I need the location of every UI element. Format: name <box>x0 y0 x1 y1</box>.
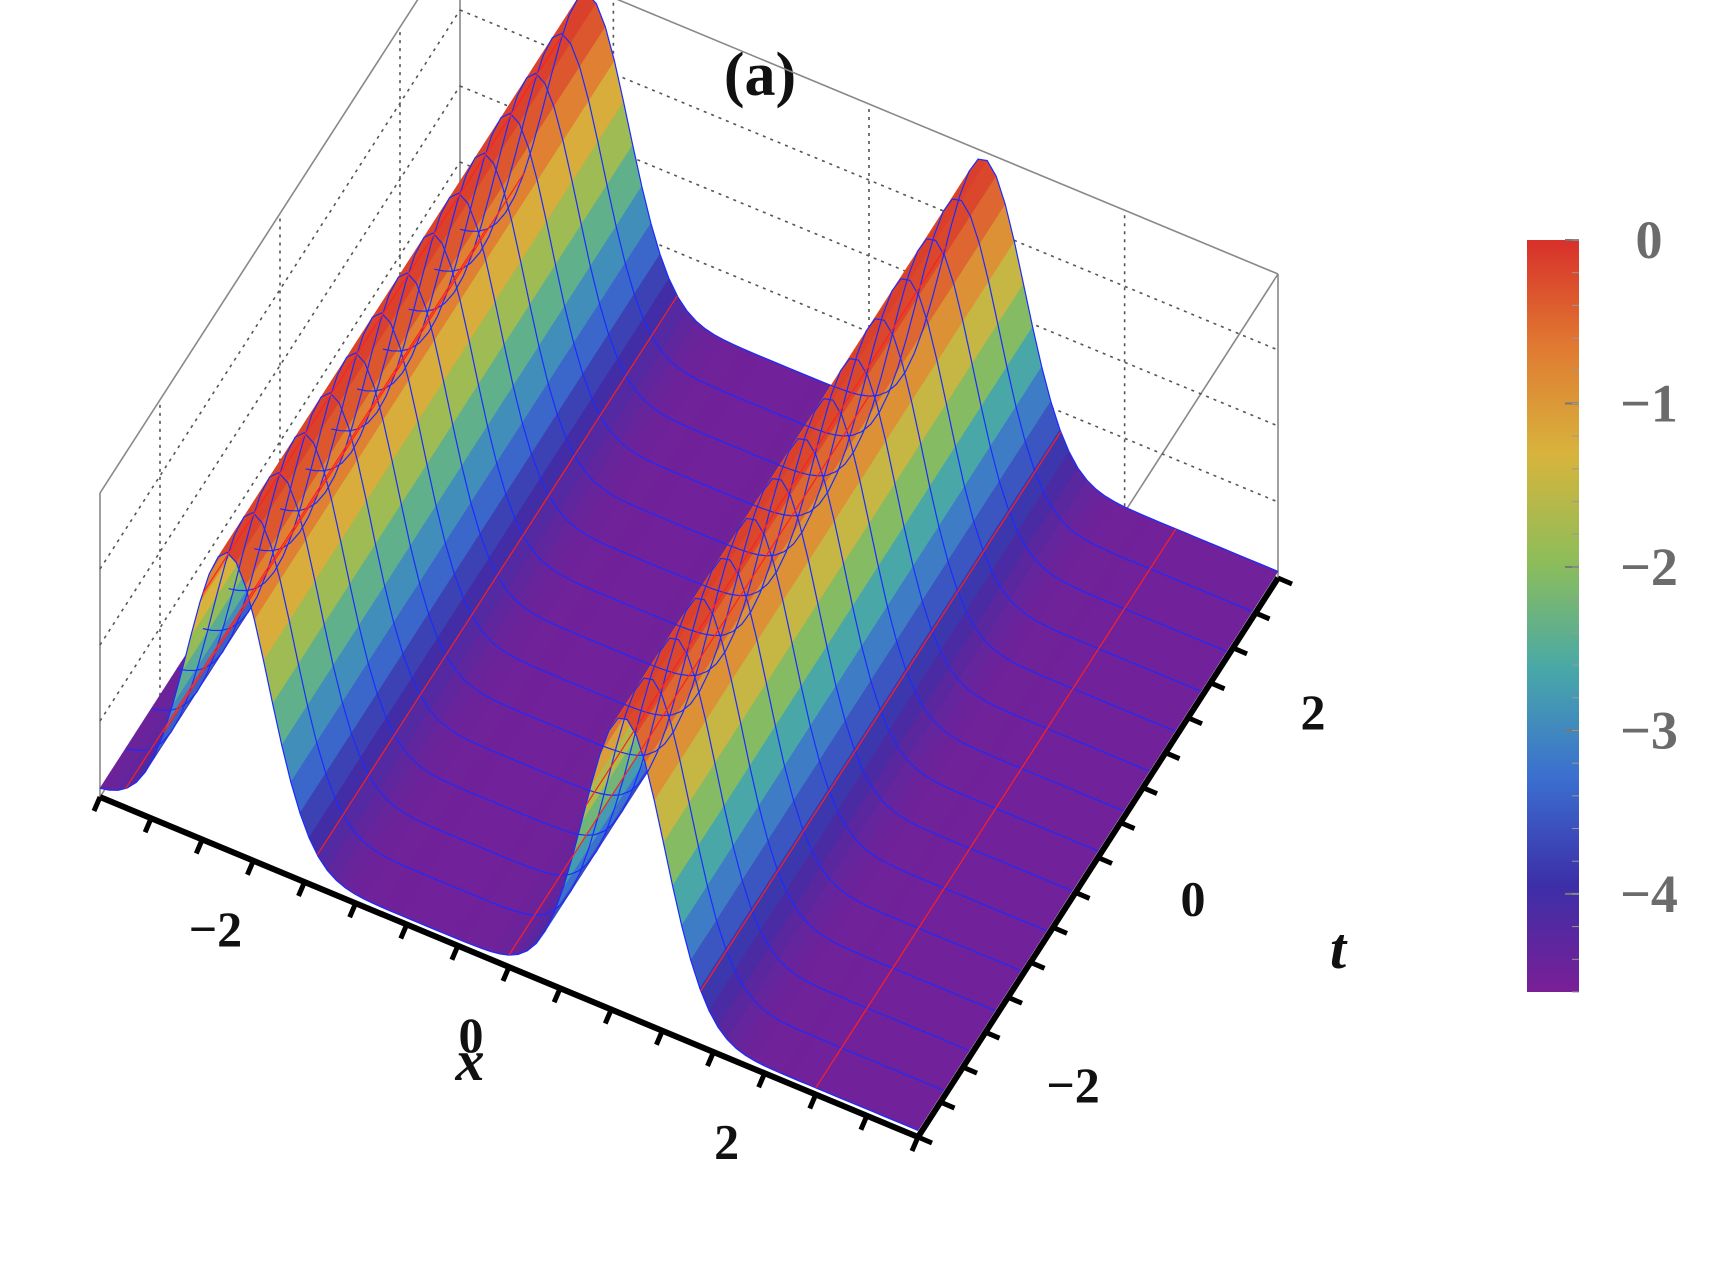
x-tick-mark <box>602 1008 614 1025</box>
t-tick-mark <box>1142 785 1158 796</box>
x-tick-mark <box>551 987 563 1004</box>
x-tick-mark <box>705 1051 716 1067</box>
mesh-line-x <box>508 395 870 956</box>
mesh-line-x <box>316 295 678 856</box>
mesh-line-x <box>163 172 525 733</box>
mesh-line-x <box>700 431 1062 992</box>
t-tick-mark <box>984 1029 1001 1041</box>
t-tick-mark <box>1187 715 1203 727</box>
t-tick-mark <box>1052 925 1068 936</box>
colorbar-ticks: 0 −1 −2 −3 −4 <box>1565 210 1678 993</box>
x-tick-mark <box>245 859 256 876</box>
mesh-line-x <box>125 229 487 790</box>
t-tick-mark <box>1209 680 1226 692</box>
axes: −2 0 2 −2 0 2 x t <box>91 575 1348 1169</box>
x-tick-mark <box>449 944 461 961</box>
t-tick-mark <box>1164 750 1181 761</box>
t-tick-mark <box>1097 855 1113 866</box>
t-axis-label: t <box>1330 916 1348 981</box>
colorbar-tick-label: 0 <box>1636 210 1663 270</box>
x-tick-mark <box>296 881 307 897</box>
t-tick-mark <box>1074 890 1091 901</box>
x-tick-mark <box>909 1136 921 1152</box>
t-tick-mark <box>962 1064 978 1076</box>
t-tick-mark <box>1254 610 1271 622</box>
t-tick-label: 0 <box>1181 871 1206 927</box>
x-tick-label: 2 <box>714 1113 739 1169</box>
x-tick-label: −2 <box>189 901 243 957</box>
x-tick-mark <box>500 966 512 982</box>
x-tick-mark <box>193 838 205 855</box>
mesh-line-x <box>201 34 563 595</box>
box-edge <box>616 0 1279 275</box>
x-tick-label: 0 <box>459 1007 484 1063</box>
colorbar-strip <box>1527 240 1579 992</box>
colorbar-tick-label: −3 <box>1620 700 1678 760</box>
x-tick-mark <box>654 1029 665 1046</box>
colorbar-tick-label: −4 <box>1620 864 1678 924</box>
colorbar-tick-label: −1 <box>1620 373 1678 433</box>
x-tick-mark <box>347 902 358 919</box>
x-tick-mark <box>142 817 154 834</box>
t-tick-mark <box>1277 575 1293 587</box>
grid-line <box>99 161 461 722</box>
panel-label: (a) <box>724 41 796 109</box>
x-tick-mark <box>398 923 410 940</box>
t-tick-label: 2 <box>1301 684 1326 740</box>
t-tick-mark <box>1007 994 1023 1006</box>
x-tick-mark <box>91 796 103 812</box>
colorbar-tick-label: −2 <box>1620 537 1678 597</box>
t-tick-mark <box>1119 820 1136 831</box>
t-tick-mark <box>1029 960 1046 971</box>
box-edge <box>99 0 419 494</box>
t-tick-mark <box>1232 645 1248 657</box>
colorbar: 0 −1 −2 −3 −4 <box>1527 210 1678 993</box>
x-tick-mark <box>756 1072 767 1089</box>
x-tick-mark <box>807 1093 819 1110</box>
grid-line <box>459 9 1279 351</box>
surface <box>99 0 1279 1131</box>
t-tick-label: −2 <box>1046 1057 1100 1113</box>
t-tick-mark <box>917 1134 933 1146</box>
mesh-line-x <box>585 246 947 807</box>
t-tick-mark <box>939 1099 956 1111</box>
grid-line <box>99 85 461 646</box>
grid-line <box>99 9 461 570</box>
mesh-line-x <box>815 528 1177 1089</box>
x-tick-mark <box>858 1114 870 1131</box>
x-axis-label: x <box>455 1028 485 1093</box>
